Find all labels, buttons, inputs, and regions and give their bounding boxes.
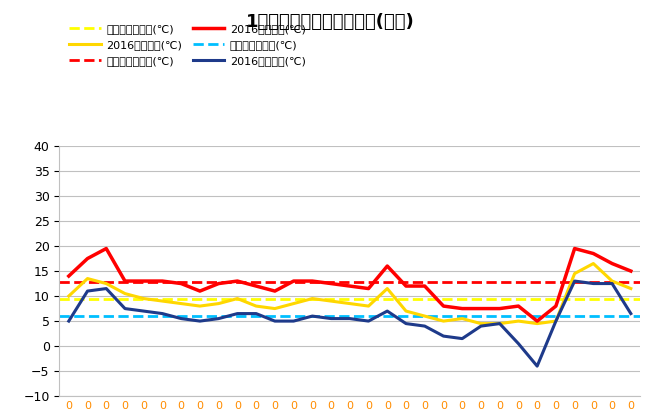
Text: 1月最高・最低・平均気温(日別): 1月最高・最低・平均気温(日別) (246, 13, 414, 30)
Legend: 平均気温平年値(℃), 2016平均気温(℃), 最高気温平年値(℃), 2016最高気温(℃), 最低気温平年値(℃), 2016最低気温(℃): 平均気温平年値(℃), 2016平均気温(℃), 最高気温平年値(℃), 201… (65, 19, 310, 70)
